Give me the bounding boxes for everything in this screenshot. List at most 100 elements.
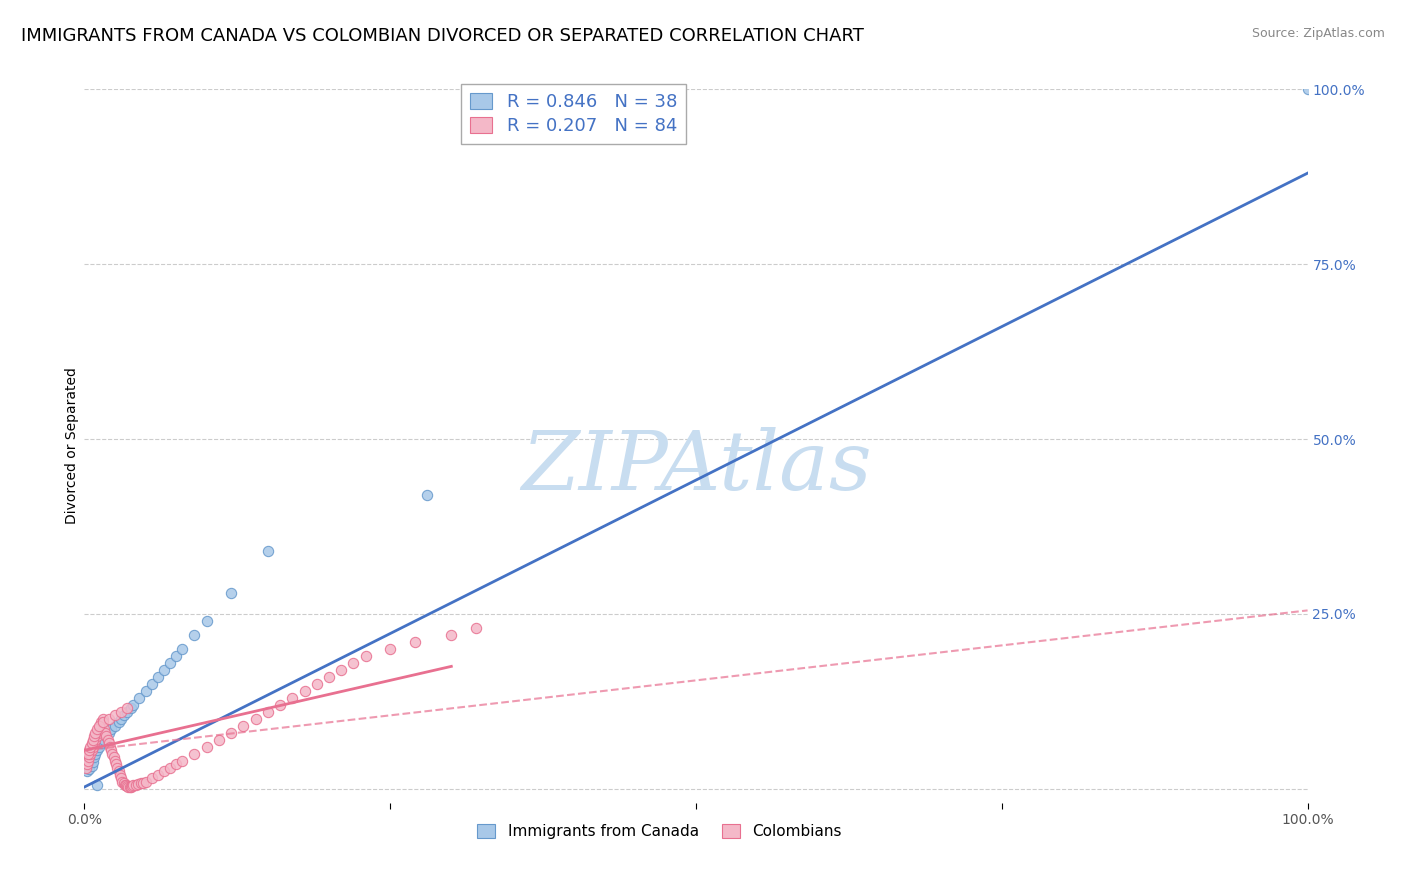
Point bbox=[79, 747, 101, 761]
Point bbox=[464, 621, 486, 635]
Point bbox=[76, 764, 98, 779]
Point bbox=[100, 723, 122, 737]
Point bbox=[82, 756, 104, 770]
Point bbox=[110, 772, 132, 786]
Point bbox=[77, 747, 100, 761]
Point bbox=[77, 743, 100, 757]
Point bbox=[97, 732, 120, 747]
Point bbox=[93, 723, 115, 737]
Point bbox=[105, 757, 128, 772]
Point bbox=[86, 723, 108, 737]
Point bbox=[110, 705, 132, 719]
Point bbox=[83, 750, 105, 764]
Point bbox=[90, 736, 112, 750]
Point bbox=[141, 677, 163, 691]
Point bbox=[159, 761, 181, 775]
Point bbox=[110, 712, 132, 726]
Point bbox=[77, 757, 100, 772]
Text: ZIPAtlas: ZIPAtlas bbox=[520, 427, 872, 508]
Point bbox=[87, 726, 110, 740]
Point bbox=[257, 544, 280, 558]
Point bbox=[77, 754, 100, 768]
Point bbox=[115, 705, 138, 719]
Point bbox=[77, 750, 100, 764]
Point bbox=[97, 712, 120, 726]
Text: Source: ZipAtlas.com: Source: ZipAtlas.com bbox=[1251, 27, 1385, 40]
Point bbox=[100, 743, 122, 757]
Point bbox=[86, 778, 108, 792]
Point bbox=[1296, 82, 1319, 96]
Point bbox=[120, 780, 142, 794]
Point bbox=[153, 764, 176, 779]
Point bbox=[165, 648, 187, 663]
Point bbox=[76, 757, 98, 772]
Point bbox=[121, 779, 143, 793]
Point bbox=[89, 719, 111, 733]
Point bbox=[122, 778, 145, 792]
Point bbox=[330, 663, 353, 677]
Point bbox=[141, 772, 163, 786]
Point bbox=[115, 701, 138, 715]
Point bbox=[86, 729, 108, 743]
Point bbox=[108, 768, 131, 782]
Point bbox=[281, 690, 304, 705]
Point bbox=[75, 761, 97, 775]
Point bbox=[440, 628, 463, 642]
Point bbox=[115, 778, 138, 792]
Point bbox=[294, 684, 316, 698]
Point bbox=[219, 586, 242, 600]
Point bbox=[91, 712, 114, 726]
Point bbox=[404, 635, 426, 649]
Point bbox=[159, 656, 181, 670]
Point bbox=[118, 780, 141, 795]
Point bbox=[208, 732, 231, 747]
Point bbox=[117, 780, 139, 794]
Point bbox=[122, 698, 145, 712]
Point bbox=[75, 761, 97, 775]
Point bbox=[84, 726, 107, 740]
Point bbox=[380, 641, 402, 656]
Point bbox=[103, 750, 125, 764]
Point bbox=[96, 729, 118, 743]
Point bbox=[79, 754, 101, 768]
Point bbox=[87, 739, 110, 754]
Point bbox=[112, 708, 135, 723]
Point bbox=[342, 656, 364, 670]
Point bbox=[129, 776, 152, 790]
Point bbox=[120, 701, 142, 715]
Point bbox=[172, 641, 194, 656]
Point bbox=[90, 715, 112, 730]
Point bbox=[132, 775, 155, 789]
Point bbox=[91, 715, 114, 730]
Point bbox=[269, 698, 291, 712]
Point bbox=[84, 747, 107, 761]
Point bbox=[318, 670, 340, 684]
Point bbox=[87, 719, 110, 733]
Point bbox=[105, 761, 128, 775]
Point bbox=[94, 726, 117, 740]
Point bbox=[86, 743, 108, 757]
Point bbox=[83, 729, 105, 743]
Point bbox=[96, 729, 118, 743]
Point bbox=[305, 677, 328, 691]
Point bbox=[112, 776, 135, 790]
Point bbox=[84, 732, 107, 747]
Point bbox=[135, 684, 157, 698]
Point bbox=[183, 747, 205, 761]
Point bbox=[83, 736, 105, 750]
Point bbox=[104, 719, 127, 733]
Point bbox=[195, 614, 218, 628]
Point bbox=[107, 715, 129, 730]
Point bbox=[87, 723, 110, 737]
Point bbox=[104, 754, 127, 768]
Point bbox=[416, 488, 439, 502]
Point bbox=[97, 736, 120, 750]
Point bbox=[146, 768, 169, 782]
Point bbox=[146, 670, 169, 684]
Point bbox=[104, 708, 127, 723]
Point bbox=[114, 778, 136, 792]
Y-axis label: Divorced or Separated: Divorced or Separated bbox=[65, 368, 79, 524]
Point bbox=[219, 726, 242, 740]
Point bbox=[354, 648, 377, 663]
Point bbox=[101, 747, 124, 761]
